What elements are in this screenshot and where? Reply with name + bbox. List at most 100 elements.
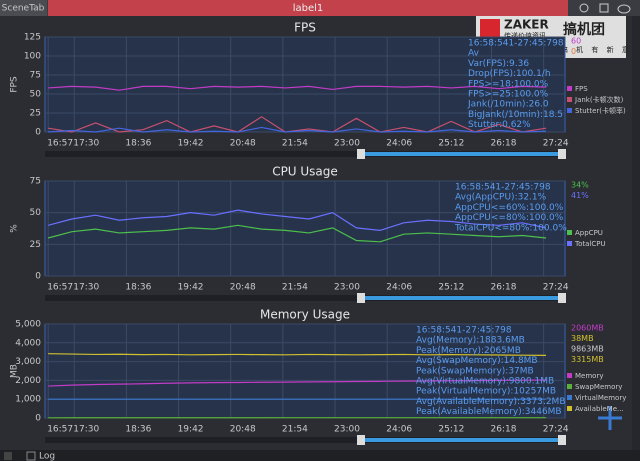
current-value: 34% <box>571 181 589 190</box>
x-tick-label: 20:48 <box>230 283 256 293</box>
x-tick-label: 23:00 <box>334 425 360 435</box>
stat-text: Jank(/10min):26.0 <box>467 100 549 110</box>
x-tick-label: 18:36 <box>125 139 151 149</box>
x-tick-label: 23:00 <box>334 139 360 149</box>
legend-swatch <box>567 373 572 378</box>
x-tick-label: 19:42 <box>178 283 204 293</box>
y-tick-label: 50 <box>30 208 42 218</box>
header-label: label1 <box>293 3 324 14</box>
y-tick-label: 50 <box>30 90 42 100</box>
x-tick-label: 18:36 <box>125 283 151 293</box>
x-tick-label: 21:54 <box>282 283 308 293</box>
legend-label: TotalCPU <box>574 240 606 248</box>
chart-title: CPU Usage <box>272 165 338 179</box>
stat-text: Peak(VirtualMemory):10257MB <box>416 387 556 397</box>
legend-label: AvailableMe... <box>575 405 624 413</box>
stat-text: Peak(SwapMemory):37MB <box>416 366 534 376</box>
scroll-handle[interactable] <box>558 435 566 445</box>
cloud-icon[interactable] <box>617 4 631 14</box>
x-tick-label: 16:57 <box>47 425 73 435</box>
tab-label: SceneTab <box>2 4 45 14</box>
plot-area <box>44 36 566 133</box>
x-tick-label: 17:30 <box>73 139 99 149</box>
stat-text: AppCPU<=80%:100.0% <box>455 213 564 223</box>
stat-text: Avg(VirtualMemory):9800.1MB <box>416 377 554 387</box>
chart-title: FPS <box>294 21 316 35</box>
y-tick-label: 0 <box>35 128 41 138</box>
current-value: 2060MB <box>571 324 604 333</box>
y-axis-label: MB <box>10 364 20 378</box>
scroll-track <box>45 437 565 443</box>
y-axis-label: % <box>10 224 20 233</box>
x-tick-label: 16:57 <box>47 139 73 149</box>
legend-label: SwapMemory <box>575 383 622 391</box>
x-tick-label: 27:24 <box>543 425 569 435</box>
stat-text: BigJank(/10min):18.5 <box>468 110 563 120</box>
series-line <box>48 224 547 243</box>
scroll-range <box>362 152 562 156</box>
stat-text: Var(FPS):9.36 <box>468 59 529 69</box>
x-tick-label: 24:06 <box>386 283 412 293</box>
current-value: 9863MB <box>571 345 604 354</box>
legend-swatch <box>567 384 572 389</box>
scroll-handle[interactable] <box>357 149 365 159</box>
watermark-logo <box>480 19 500 39</box>
scroll-handle[interactable] <box>558 149 566 159</box>
stat-text: Drop(FPS):100.1/h <box>468 69 551 79</box>
location-icon[interactable] <box>579 3 589 13</box>
image-icon[interactable] <box>599 3 609 13</box>
right-scrollbar[interactable] <box>632 16 640 450</box>
stat-text: Stutter:0.62% <box>468 120 531 130</box>
x-tick-label: 23:00 <box>334 283 360 293</box>
stat-text: AppCPU<=60%:100.0% <box>455 203 564 213</box>
chart-title: Memory Usage <box>260 308 350 322</box>
series-line <box>48 116 547 133</box>
stat-text: FPS>=25:100.0% <box>468 90 549 100</box>
x-tick-label: 21:54 <box>282 139 308 149</box>
legend-swatch <box>567 108 572 113</box>
scroll-handle[interactable] <box>357 293 365 303</box>
add-button[interactable] <box>598 406 622 430</box>
x-tick-label: 26:18 <box>491 283 517 293</box>
current-value: 60 <box>571 37 581 46</box>
x-tick-label: 19:42 <box>178 425 204 435</box>
x-tick-label: 16:57 <box>47 283 73 293</box>
x-tick-label: 20:48 <box>230 425 256 435</box>
log-label: Log <box>39 452 55 461</box>
plot-area <box>44 323 566 419</box>
current-value: 38MB <box>571 334 594 343</box>
stat-text: Avg(AppCPU):32.1% <box>455 193 547 203</box>
dropdown[interactable] <box>4 452 12 460</box>
x-tick-label: 26:18 <box>491 425 517 435</box>
y-tick-label: 2,000 <box>15 376 41 386</box>
bottom-bar <box>0 450 640 461</box>
legend-swatch <box>567 97 572 102</box>
legend-swatch <box>567 86 572 91</box>
series-line <box>48 379 547 387</box>
series-line <box>48 353 547 356</box>
stat-text: Avg(SwapMemory):14.8MB <box>416 356 538 366</box>
y-tick-label: 75 <box>30 71 41 81</box>
legend-label: VirtualMemory <box>575 394 626 402</box>
legend-label: AppCPU <box>575 229 603 237</box>
legend-label: Memory <box>575 372 603 380</box>
y-tick-label: 5,000 <box>15 320 41 330</box>
legend-label: FPS <box>575 85 588 93</box>
x-tick-label: 27:24 <box>543 283 569 293</box>
x-tick-label: 18:36 <box>125 425 151 435</box>
scroll-handle[interactable] <box>558 293 566 303</box>
scene-tab[interactable] <box>0 0 47 16</box>
log-checkbox[interactable] <box>26 451 36 461</box>
current-value: 0 <box>571 47 576 56</box>
legend-label: Jank(卡顿次数) <box>574 95 624 104</box>
x-tick-label: 25:12 <box>438 139 464 149</box>
x-tick-label: 21:54 <box>282 425 308 435</box>
scroll-range <box>362 296 562 300</box>
stat-text: 16:58:541-27:45:798 <box>468 39 564 49</box>
y-tick-label: 125 <box>24 33 41 43</box>
current-value: 3315MB <box>571 355 604 364</box>
scroll-handle[interactable] <box>357 435 365 445</box>
stat-text: Peak(AvailableMemory):3446MB <box>416 407 562 417</box>
x-tick-label: 25:12 <box>438 283 464 293</box>
y-tick-label: 1,000 <box>15 395 41 405</box>
